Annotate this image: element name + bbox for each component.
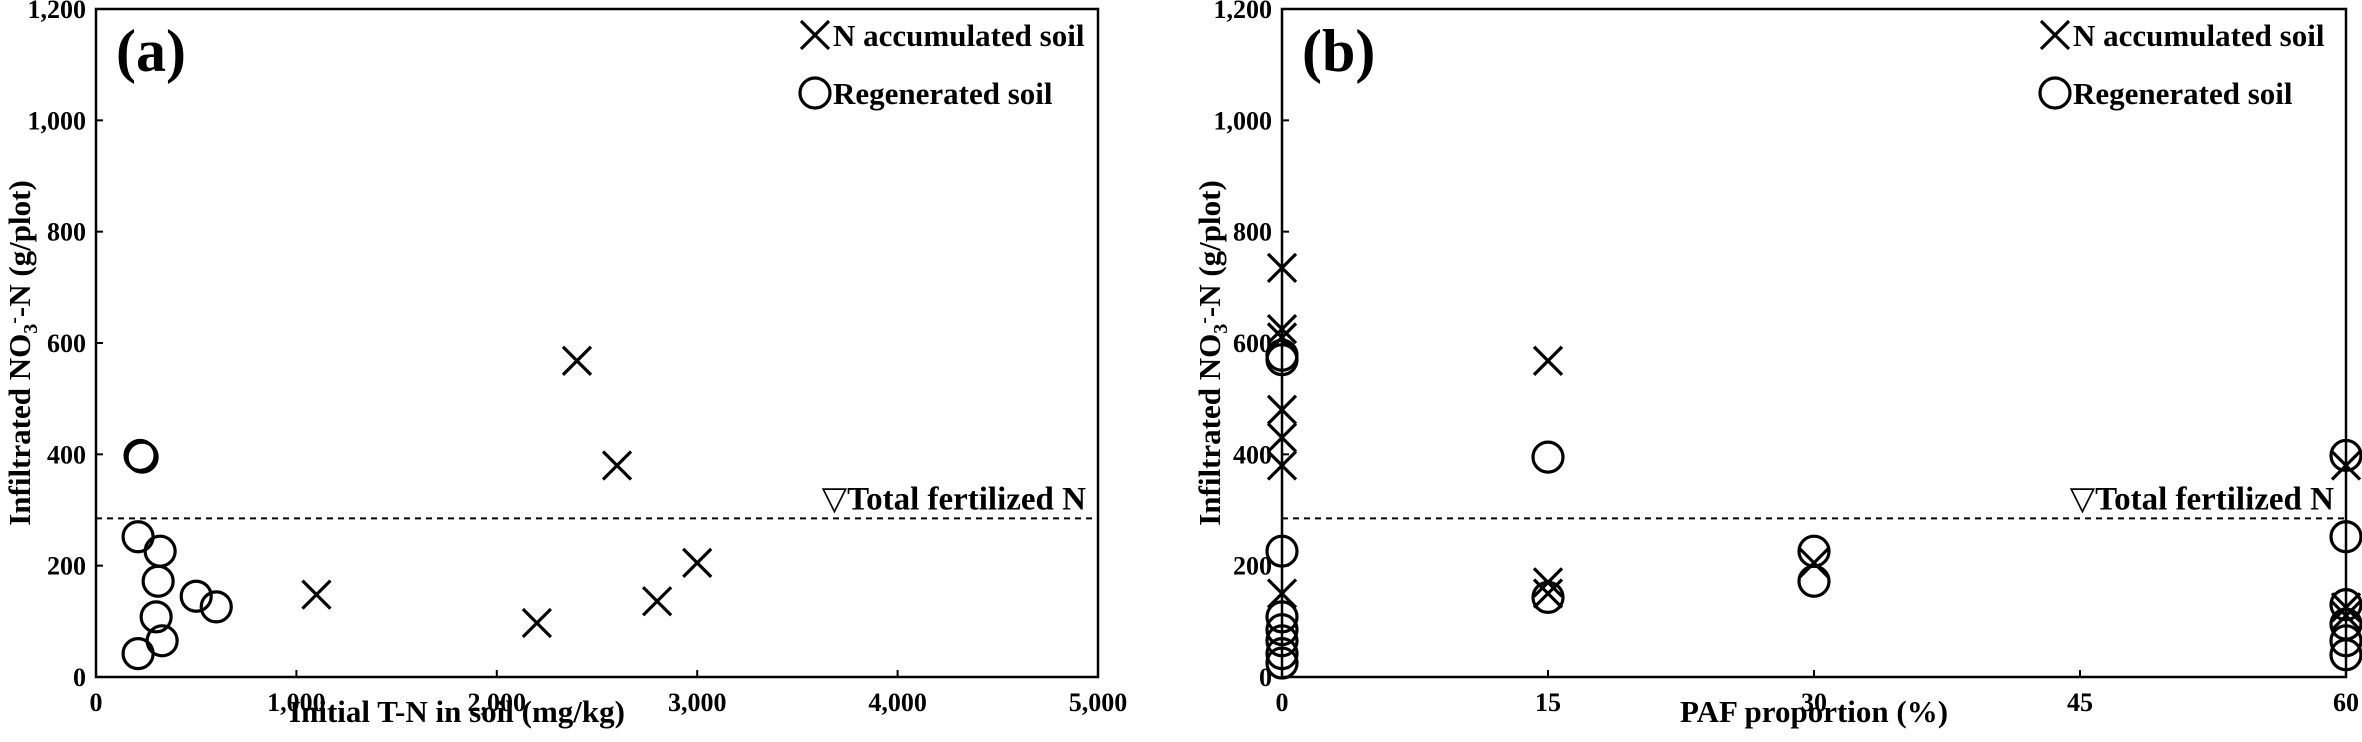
data-point-circle-marker: [199, 590, 233, 624]
data-point-circle-marker: [1531, 580, 1565, 614]
data-point-circle-marker: [2329, 520, 2362, 554]
total-fertilized-n-label: ▽Total fertilized N: [822, 481, 1086, 517]
x-tick-label: 3,000: [668, 688, 727, 717]
y-tick-label: 600: [1233, 329, 1272, 358]
legend-label: N accumulated soil: [2073, 18, 2325, 53]
x-tick-label: 0: [90, 688, 103, 717]
y-tick-label: 600: [47, 329, 86, 358]
data-point-x-marker: [641, 586, 673, 617]
legend-label: Regenerated soil: [2073, 76, 2293, 111]
data-point-circle-marker: [121, 520, 155, 554]
legend: N accumulated soil Regenerated soil: [798, 18, 1085, 111]
data-point-x-marker: [1266, 252, 1298, 283]
panel-label: (a): [116, 18, 186, 84]
legend-item: N accumulated soil: [799, 18, 1085, 53]
data-point-x-marker: [1798, 547, 1830, 579]
y-tick-label: 200: [1233, 552, 1272, 581]
data-point-circle-marker: [143, 534, 177, 568]
data-point-circle-marker: [1265, 624, 1299, 658]
data-point-circle-marker: [1265, 600, 1299, 634]
legend-item: Regenerated soil: [2038, 76, 2293, 111]
x-tick-label: 5,000: [1069, 688, 1128, 717]
x-tick-label: 1,000: [267, 688, 326, 717]
data-point-x-marker: [799, 19, 831, 51]
data-point-circle-marker: [2329, 638, 2362, 672]
x-tick-label: 0: [1276, 688, 1289, 717]
chart-panel-a: 0 200 400 600 800 1,000 1,200 0 1,000 2,000 3,000 4…: [2, 0, 1127, 729]
data-point-circle-marker: [2038, 76, 2072, 110]
y-tick-label: 1,200: [1214, 0, 1273, 24]
data-point-x-marker: [301, 579, 332, 610]
x-tick-label: 15: [1535, 688, 1561, 717]
data-point-x-marker: [521, 607, 553, 639]
x-tick-label: 30: [1801, 688, 1827, 717]
x-tick-label: 45: [2067, 688, 2093, 717]
data-point-circle-marker: [2329, 624, 2362, 658]
y-tick-label: 800: [1233, 218, 1272, 247]
data-point-x-marker: [1266, 422, 1298, 453]
data-point-x-marker: [1266, 313, 1298, 345]
data-point-circle-marker: [179, 579, 213, 613]
total-fertilized-n-label: ▽Total fertilized N: [2070, 481, 2334, 517]
data-point-circle-marker: [121, 637, 155, 671]
y-tick-label: 800: [47, 218, 86, 247]
legend-item: N accumulated soil: [2039, 18, 2325, 53]
data-point-circle-marker: [1797, 564, 1831, 598]
data-point-x-marker: [2330, 600, 2362, 631]
data-point-circle-marker: [1531, 440, 1565, 474]
legend-label: Regenerated soil: [833, 76, 1053, 111]
data-point-x-marker: [1532, 345, 1564, 376]
y-tick-label: 0: [1259, 663, 1272, 692]
x-tick-label: 4,000: [868, 688, 927, 717]
data-point-circle-marker: [125, 440, 159, 474]
data-point-x-marker: [561, 345, 593, 376]
data-point-x-marker: [2039, 19, 2071, 51]
y-tick-label: 1,000: [28, 106, 87, 135]
y-tick-label: 1,200: [28, 0, 87, 24]
chart-panel-b: 0 200 400 600 800 1,000 1,200 0 15 30 45 60 PAF prop…: [1192, 0, 2362, 729]
y-tick-label: 400: [1233, 440, 1272, 469]
y-tick-label: 400: [47, 440, 86, 469]
panel-label: (b): [1302, 18, 1375, 84]
data-point-circle-marker: [141, 564, 175, 598]
legend-label: N accumulated soil: [833, 18, 1085, 53]
data-point-circle-marker: [1265, 534, 1299, 568]
series-n-accumulated-soil: [1266, 252, 2362, 631]
data-point-circle-marker: [1265, 646, 1299, 680]
data-point-x-marker: [1266, 450, 1298, 481]
y-axis-label: Infiltrated NO3--N (g/plot): [1192, 180, 1232, 526]
series-n-accumulated-soil: [301, 345, 713, 639]
data-point-x-marker: [1266, 394, 1298, 425]
y-tick-label: 0: [73, 663, 86, 692]
data-point-circle-marker: [2329, 438, 2362, 473]
y-tick-label: 200: [47, 552, 86, 581]
x-axis-label: PAF proportion (%): [1680, 694, 1948, 729]
y-axis-label: Infiltrated NO3--N (g/plot): [2, 180, 42, 526]
series-regenerated-soil: [121, 438, 233, 671]
x-tick-label: 60: [2333, 688, 2359, 717]
series-regenerated-soil: [1265, 338, 2362, 680]
y-tick-label: 1,000: [1214, 106, 1273, 135]
x-axis-label: Initial T-N in soil (mg/kg): [289, 694, 625, 729]
data-point-x-marker: [682, 547, 713, 579]
data-point-x-marker: [1266, 578, 1298, 609]
data-point-circle-marker: [139, 600, 173, 634]
data-point-circle-marker: [1265, 637, 1299, 671]
legend: N accumulated soil Regenerated soil: [2038, 18, 2325, 111]
data-point-x-marker: [2330, 450, 2362, 481]
legend-item: Regenerated soil: [798, 76, 1053, 111]
data-point-circle-marker: [1265, 613, 1299, 647]
x-tick-label: 2,000: [468, 688, 527, 717]
data-point-circle-marker: [1265, 343, 1299, 377]
data-point-circle-marker: [798, 76, 832, 110]
data-point-x-marker: [601, 450, 633, 481]
data-point-circle-marker: [2329, 588, 2362, 622]
